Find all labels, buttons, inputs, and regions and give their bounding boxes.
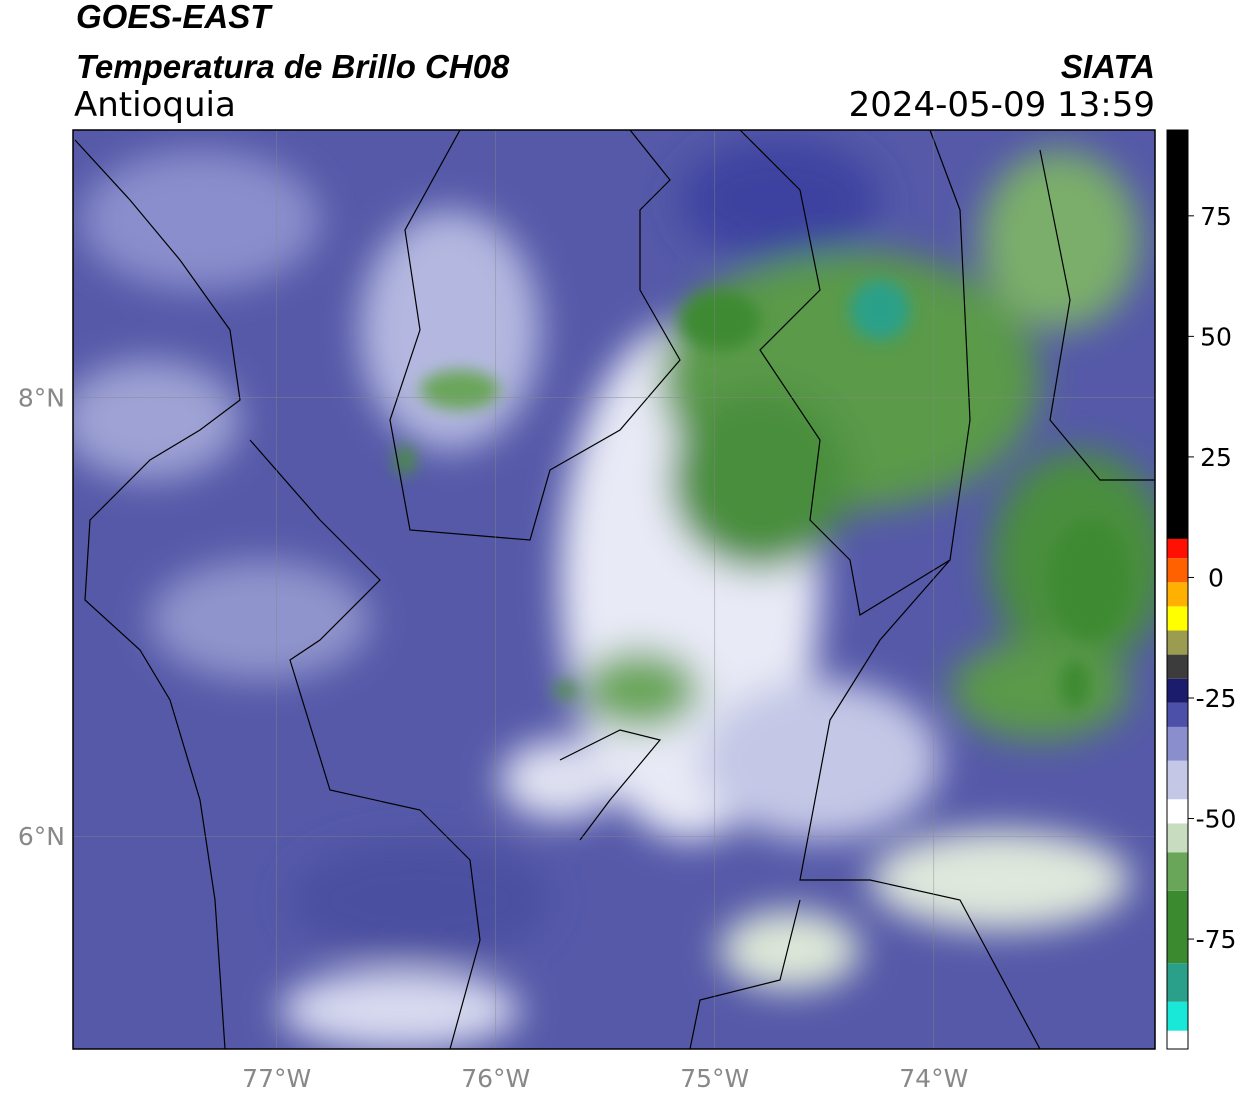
colorbar-band <box>1167 606 1188 631</box>
colorbar-band <box>1167 678 1188 703</box>
borders <box>74 130 1155 1049</box>
colorbar-band <box>1167 630 1188 655</box>
border <box>799 559 1041 1049</box>
border <box>739 130 971 616</box>
colorbar-tick-label: -50 <box>1196 805 1237 834</box>
colorbar-tick-label: 0 <box>1208 563 1224 592</box>
colorbar-band <box>1167 852 1188 891</box>
border <box>559 729 662 841</box>
source: SIATA <box>1061 48 1155 85</box>
region: Antioquia <box>74 85 236 125</box>
subtitle: Temperatura de Brillo CH08 <box>76 48 510 85</box>
colorbar-band <box>1167 558 1188 583</box>
colorbar-band <box>1167 726 1188 761</box>
colorbar-tick-label: -25 <box>1196 684 1237 713</box>
colorbar-tick-label: 75 <box>1200 202 1232 231</box>
colorbar-tick-label: 50 <box>1200 322 1232 351</box>
colorbar-tick-label: -75 <box>1196 925 1237 954</box>
colorbar-band <box>1167 1030 1188 1049</box>
lon-tick-label: 75°W <box>680 1064 749 1093</box>
colorbar-band <box>1167 654 1188 679</box>
colorbar-band <box>1167 582 1188 607</box>
satellite-image <box>73 130 1155 1049</box>
colorbar-band <box>1167 823 1188 853</box>
title: GOES-EAST <box>76 0 273 35</box>
cold-cores <box>395 280 1130 710</box>
colorbar-band <box>1167 890 1188 964</box>
colorbar-band <box>1167 799 1188 824</box>
border <box>389 130 681 541</box>
lon-tick-label: 77°W <box>242 1064 311 1093</box>
graticule <box>73 130 1155 1049</box>
colorbar-band <box>1167 760 1188 800</box>
border <box>249 439 481 1049</box>
colorbar-band <box>1167 538 1188 559</box>
lat-tick-label: 8°N <box>18 384 65 413</box>
colorbar-band <box>1167 1001 1188 1031</box>
timestamp: 2024-05-09 13:59 <box>849 85 1155 125</box>
colorbar-tick-label: 25 <box>1200 443 1232 472</box>
colorbar: -75 -50 -25 0 25 50 75 <box>1166 129 1237 1050</box>
lon-tick-label: 74°W <box>899 1064 968 1093</box>
coastline <box>74 139 241 1049</box>
colorbar-band <box>1167 130 1188 539</box>
lon-tick-label: 76°W <box>461 1064 530 1093</box>
colorbar-frame <box>1166 129 1189 1050</box>
colorbar-band <box>1167 702 1188 727</box>
lat-tick-label: 6°N <box>18 822 65 851</box>
border <box>689 899 801 1049</box>
colorbar-band <box>1167 963 1188 1002</box>
map-frame <box>72 129 1156 1050</box>
border <box>1039 149 1155 481</box>
